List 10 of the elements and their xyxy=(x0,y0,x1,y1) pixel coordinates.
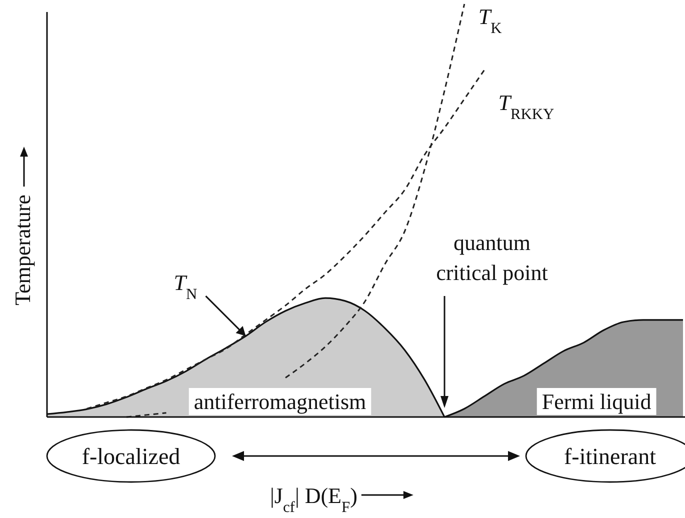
annotation: antiferromagnetism xyxy=(194,389,366,414)
series-label: T$_{RKKY}$ xyxy=(498,90,554,123)
annotation: quantum critical point xyxy=(436,230,548,285)
text: f-itinerant xyxy=(564,444,657,469)
text: f-localized xyxy=(82,444,181,469)
text: T$_{N}$ xyxy=(174,270,198,303)
x-axis-title: |J$_{cf}$| D(E$_{F}$) xyxy=(270,483,358,516)
y-axis-title: Temperature xyxy=(10,194,35,306)
series-label: T$_{K}$ xyxy=(478,4,502,36)
series-label: Fermi liquid xyxy=(542,389,652,414)
